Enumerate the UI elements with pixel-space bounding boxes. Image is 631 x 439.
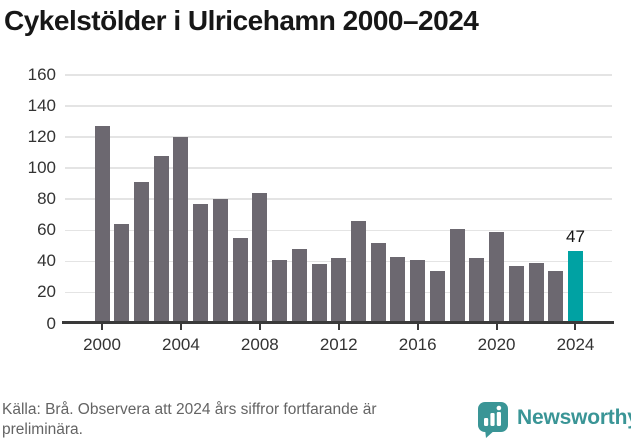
- x-tick-2024: [574, 324, 577, 330]
- gridline-y-100: [65, 167, 612, 169]
- x-axis-line: [62, 321, 614, 324]
- y-axis-label: 140: [27, 96, 56, 116]
- x-axis-label: 2020: [477, 335, 516, 354]
- x-tick-2020: [495, 324, 498, 330]
- bar-2008: [252, 193, 268, 324]
- bar-2022: [528, 262, 544, 324]
- y-axis-label: 160: [27, 65, 56, 84]
- bar-2021: [508, 266, 524, 324]
- bar-2005: [193, 203, 209, 324]
- x-tick-2012: [337, 324, 340, 330]
- bar-2006: [212, 199, 228, 324]
- x-axis-label: 2000: [83, 335, 121, 354]
- bar-2001: [114, 224, 130, 324]
- newsworthy-wordmark: Newsworthy: [517, 405, 631, 429]
- bar-2016: [410, 259, 426, 324]
- x-axis-label: 2008: [240, 335, 279, 354]
- bar-2007: [232, 238, 248, 324]
- gridline-y-80: [65, 198, 612, 201]
- bar-2012: [331, 258, 347, 324]
- bar-2017: [429, 270, 445, 324]
- x-axis-label: 2024: [556, 335, 595, 354]
- bar-2015: [390, 256, 406, 324]
- bar-2010: [291, 248, 307, 324]
- bar-2002: [133, 182, 149, 324]
- bar-2019: [469, 258, 485, 324]
- bar-2000: [94, 126, 110, 324]
- bar-2023: [548, 270, 564, 324]
- y-axis-label: 100: [27, 158, 56, 178]
- bar-2020: [489, 231, 505, 324]
- bar-2024: [567, 250, 583, 324]
- newsworthy-logo: Newsworthy: [477, 401, 631, 438]
- x-tick-2016: [416, 324, 419, 330]
- chart-title: Cykelstölder i Ulricehamn 2000–2024: [4, 5, 479, 36]
- gridline-y-140: [65, 105, 612, 107]
- y-axis-label: 120: [27, 127, 56, 147]
- source-note: Källa: Brå. Observera att 2024 års siffr…: [2, 401, 377, 438]
- y-axis-label: 0: [46, 313, 56, 333]
- bar-2009: [272, 259, 288, 324]
- x-tick-2008: [258, 324, 261, 330]
- x-tick-2000: [101, 324, 103, 330]
- gridline-y-60: [65, 229, 612, 232]
- y-axis-label: 80: [37, 189, 56, 209]
- x-tick-2004: [179, 324, 182, 330]
- bar-2011: [311, 264, 327, 324]
- y-axis-label: 40: [37, 251, 56, 271]
- y-axis-label: 60: [37, 220, 56, 240]
- highlight-value-label: 47: [566, 226, 585, 246]
- x-axis-label: 2012: [319, 335, 358, 354]
- bar-2014: [370, 242, 386, 324]
- gridline-y-160: [65, 74, 612, 76]
- bar-chart-speech-bubble-icon: [477, 401, 510, 438]
- bar-2004: [173, 137, 189, 324]
- x-axis-label: 2004: [161, 335, 200, 354]
- x-axis-label: 2016: [398, 335, 437, 354]
- y-axis-label: 20: [37, 282, 56, 302]
- gridline-y-120: [65, 136, 612, 138]
- bar-2003: [153, 155, 169, 324]
- bar-2018: [449, 228, 465, 324]
- bar-2013: [350, 220, 366, 324]
